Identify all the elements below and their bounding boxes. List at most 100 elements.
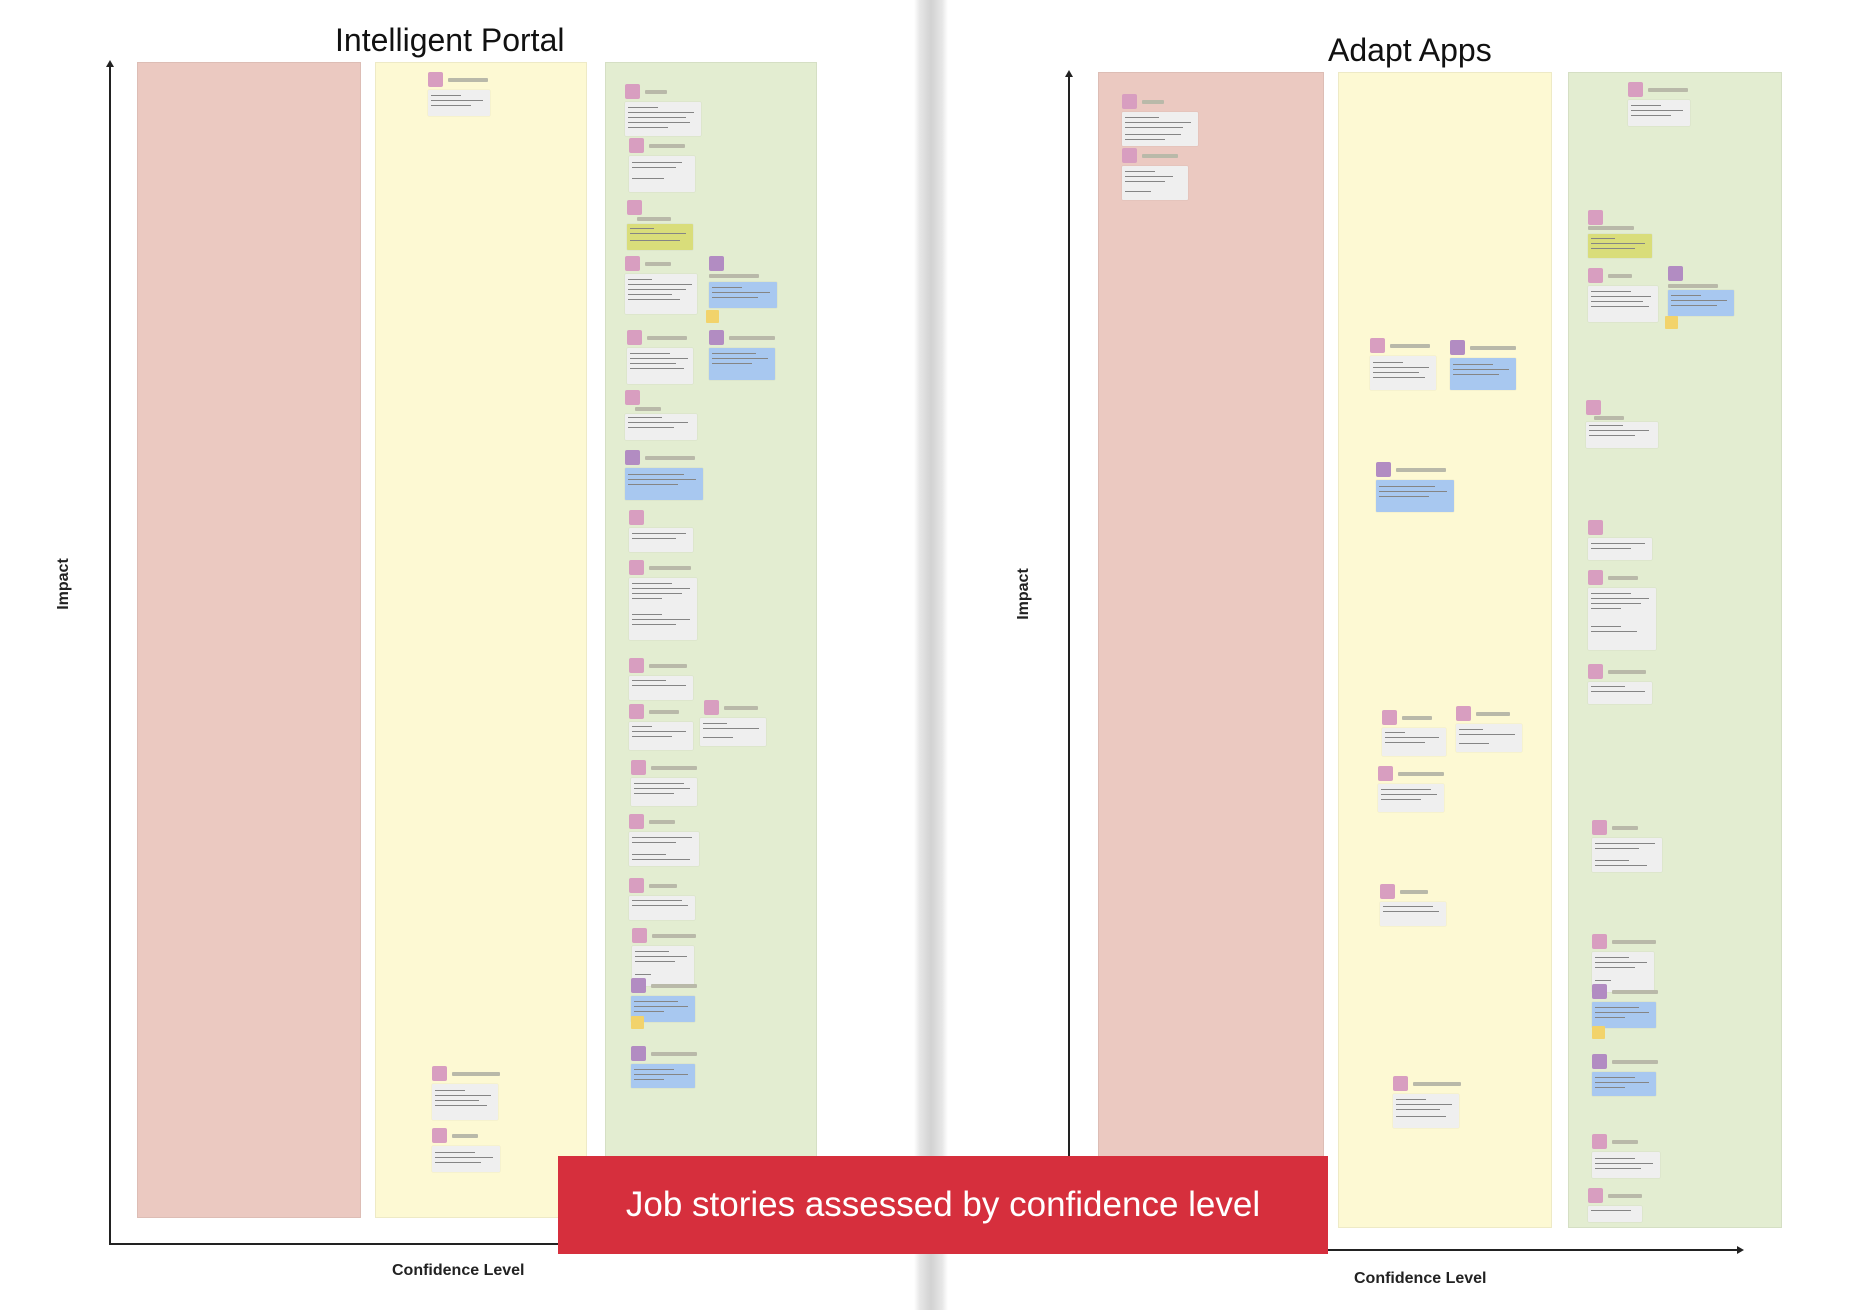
- x-axis: [1328, 1249, 1738, 1251]
- y-axis-label: Impact: [54, 558, 72, 610]
- avatar: [1382, 710, 1397, 725]
- avatar: [1588, 520, 1603, 535]
- avatar: [428, 72, 443, 87]
- sticky-note[interactable]: [432, 1084, 498, 1120]
- sticky-note[interactable]: [629, 676, 693, 700]
- sticky-note[interactable]: [629, 578, 697, 640]
- sticky-note[interactable]: [1122, 166, 1188, 200]
- avatar: [629, 878, 644, 893]
- y-axis-label: Impact: [1014, 568, 1032, 620]
- sticky-note[interactable]: [1668, 290, 1734, 316]
- column-low-confidence: [1098, 72, 1324, 1228]
- sticky-note[interactable]: [1588, 588, 1656, 650]
- y-axis-arrow: [106, 60, 114, 67]
- avatar: [1592, 934, 1607, 949]
- board-title: Intelligent Portal: [335, 22, 565, 58]
- avatar: [1668, 266, 1683, 281]
- avatar: [1588, 1188, 1603, 1203]
- sticky-note[interactable]: [625, 274, 697, 314]
- avatar: [1378, 766, 1393, 781]
- sticky-note[interactable]: [432, 1146, 500, 1172]
- sticky-note[interactable]: [709, 348, 775, 380]
- sticky-note[interactable]: [1456, 724, 1522, 752]
- y-axis-arrow: [1065, 70, 1073, 77]
- sticky-note[interactable]: [627, 348, 693, 384]
- avatar: [1380, 884, 1395, 899]
- sticky-note[interactable]: [629, 832, 699, 866]
- sticky-note[interactable]: [1628, 100, 1690, 126]
- sticky-note[interactable]: [629, 156, 695, 192]
- sticky-note[interactable]: [1378, 784, 1444, 812]
- avatar: [629, 138, 644, 153]
- sticky-note[interactable]: [700, 718, 766, 746]
- sticky-note[interactable]: [1592, 1152, 1660, 1178]
- sticky-note[interactable]: [625, 468, 703, 500]
- sticky-note[interactable]: [1122, 112, 1198, 146]
- sticky-note[interactable]: [625, 414, 697, 440]
- sticky-note[interactable]: [1588, 1206, 1642, 1222]
- avatar: [1588, 210, 1603, 225]
- avatar: [1586, 400, 1601, 415]
- avatar: [709, 330, 724, 345]
- sticky-note[interactable]: [1586, 422, 1658, 448]
- sticky-note[interactable]: [1450, 358, 1516, 390]
- avatar: [631, 978, 646, 993]
- column-low-confidence: [137, 62, 361, 1218]
- sticky-note[interactable]: [1592, 1072, 1656, 1096]
- sticky-note[interactable]: [631, 778, 697, 806]
- avatar: [1122, 94, 1137, 109]
- avatar: [629, 560, 644, 575]
- avatar: [625, 390, 640, 405]
- board-title: Adapt Apps: [1328, 32, 1492, 68]
- avatar: [1588, 570, 1603, 585]
- sticky-note[interactable]: [1382, 728, 1446, 756]
- sticky-note[interactable]: [629, 896, 695, 920]
- avatar: [1122, 148, 1137, 163]
- avatar: [1592, 820, 1607, 835]
- sticky-note[interactable]: [1393, 1094, 1459, 1128]
- avatar: [1450, 340, 1465, 355]
- avatar: [629, 704, 644, 719]
- sticky-note[interactable]: [1376, 480, 1454, 512]
- x-axis-arrow: [1737, 1246, 1744, 1254]
- sticky-note[interactable]: [709, 282, 777, 308]
- avatar: [709, 256, 724, 271]
- caption-banner: Job stories assessed by confidence level: [558, 1156, 1328, 1254]
- column-medium-confidence: [1338, 72, 1552, 1228]
- avatar: [1376, 462, 1391, 477]
- sticky-note[interactable]: [1588, 234, 1652, 258]
- avatar: [1393, 1076, 1408, 1091]
- avatar: [627, 200, 642, 215]
- x-axis-label: Confidence Level: [392, 1262, 525, 1279]
- sticky-note[interactable]: [632, 946, 694, 986]
- column-medium-confidence: [375, 62, 587, 1218]
- sticky-note[interactable]: [1588, 538, 1652, 560]
- sticky-note[interactable]: [1588, 286, 1658, 322]
- sticky-note[interactable]: [428, 90, 490, 116]
- sticky-note[interactable]: [627, 224, 693, 250]
- board-intelligent-portal: Intelligent Portal Impact Confidence Lev…: [0, 0, 914, 1310]
- sticky-note[interactable]: [1370, 356, 1436, 390]
- x-axis-label: Confidence Level: [1354, 1270, 1487, 1287]
- avatar: [432, 1066, 447, 1081]
- avatar: [1592, 984, 1607, 999]
- sticky-note[interactable]: [625, 102, 701, 136]
- board-adapt-apps: Adapt Apps Impact Confidence Level: [948, 0, 1856, 1310]
- sticky-note[interactable]: [1592, 1002, 1656, 1028]
- sticky-note[interactable]: [1380, 902, 1446, 926]
- y-axis: [109, 66, 111, 1244]
- avatar: [625, 256, 640, 271]
- sticky-note[interactable]: [629, 722, 693, 750]
- avatar: [629, 814, 644, 829]
- sticky-note[interactable]: [1588, 682, 1652, 704]
- sticky-note[interactable]: [631, 1064, 695, 1088]
- avatar: [629, 658, 644, 673]
- avatar: [1628, 82, 1643, 97]
- avatar: [1456, 706, 1471, 721]
- avatar: [1592, 1054, 1607, 1069]
- sticky-note[interactable]: [1592, 838, 1662, 872]
- avatar: [432, 1128, 447, 1143]
- sticker-dot: [1592, 1026, 1605, 1039]
- sticky-note[interactable]: [629, 528, 693, 552]
- avatar: [625, 450, 640, 465]
